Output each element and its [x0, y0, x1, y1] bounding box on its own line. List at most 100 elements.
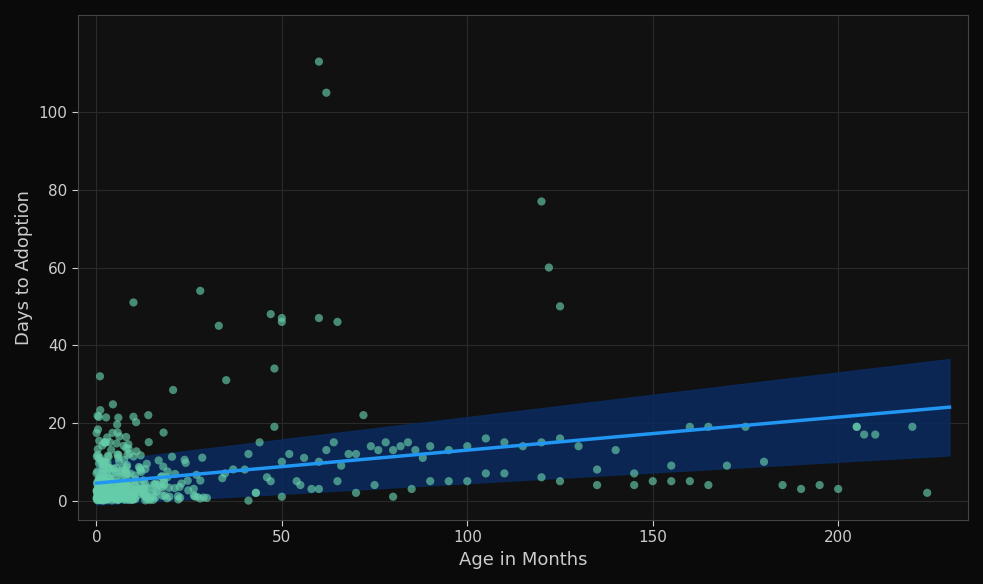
Point: [178, 458, 194, 468]
Point: [112, 479, 128, 488]
Point: [98, 481, 114, 491]
Point: [101, 488, 117, 497]
Point: [99, 492, 115, 501]
Point: [154, 472, 170, 481]
Point: [645, 477, 661, 486]
Point: [127, 481, 143, 490]
Point: [415, 453, 431, 463]
Point: [311, 314, 326, 323]
Point: [133, 485, 148, 494]
Point: [98, 494, 114, 503]
Point: [186, 491, 202, 500]
Point: [664, 461, 679, 470]
Point: [385, 446, 401, 455]
Point: [106, 488, 122, 497]
Point: [91, 486, 107, 496]
Point: [293, 481, 309, 490]
Point: [96, 492, 112, 502]
Point: [124, 495, 140, 504]
Point: [408, 446, 424, 455]
Point: [109, 439, 125, 448]
Point: [103, 445, 119, 454]
Point: [404, 484, 420, 493]
Point: [111, 484, 127, 493]
Point: [459, 442, 475, 451]
Point: [187, 492, 202, 501]
Point: [106, 464, 122, 474]
Point: [94, 457, 110, 466]
Point: [120, 450, 136, 460]
Point: [89, 478, 105, 487]
Point: [329, 477, 345, 486]
Point: [172, 493, 188, 502]
Point: [114, 482, 130, 492]
Point: [116, 488, 132, 498]
Point: [274, 457, 290, 467]
Point: [217, 469, 233, 478]
Point: [94, 493, 110, 503]
Point: [181, 486, 197, 495]
Point: [98, 495, 114, 504]
Point: [112, 472, 128, 482]
Point: [127, 485, 143, 494]
Point: [110, 489, 126, 499]
Point: [98, 493, 114, 503]
Point: [148, 487, 164, 496]
Point: [196, 493, 211, 502]
Point: [111, 481, 127, 491]
Point: [97, 483, 113, 492]
Point: [142, 484, 157, 493]
Point: [90, 493, 106, 503]
Point: [92, 494, 108, 503]
Point: [199, 493, 214, 503]
Point: [122, 449, 138, 458]
Point: [125, 489, 141, 499]
Point: [93, 492, 109, 501]
Point: [105, 491, 121, 500]
Point: [136, 484, 151, 493]
Point: [141, 411, 156, 420]
Point: [102, 477, 118, 486]
Point: [326, 437, 342, 447]
Point: [193, 476, 208, 485]
Point: [94, 482, 110, 492]
Point: [193, 286, 208, 296]
Point: [100, 472, 116, 482]
Point: [125, 495, 141, 505]
Point: [97, 488, 113, 497]
Point: [137, 488, 152, 498]
Point: [129, 485, 145, 494]
Point: [274, 492, 290, 502]
Point: [367, 481, 382, 490]
Point: [103, 490, 119, 499]
Point: [125, 489, 141, 499]
Point: [102, 482, 118, 491]
Point: [329, 317, 345, 326]
Point: [93, 476, 109, 485]
Point: [101, 463, 117, 472]
Point: [150, 456, 166, 465]
Point: [125, 495, 141, 504]
Point: [110, 494, 126, 503]
Point: [92, 474, 108, 484]
Point: [119, 482, 135, 491]
Point: [105, 399, 121, 409]
Point: [89, 480, 105, 489]
Point: [89, 496, 105, 505]
Point: [333, 461, 349, 470]
Point: [143, 495, 158, 505]
Point: [296, 453, 312, 463]
Point: [121, 495, 137, 505]
Point: [110, 495, 126, 505]
Point: [400, 437, 416, 447]
Point: [266, 422, 282, 432]
Point: [90, 495, 106, 505]
Point: [812, 481, 828, 490]
Point: [94, 486, 110, 496]
Point: [116, 492, 132, 502]
Point: [111, 432, 127, 441]
Point: [103, 493, 119, 503]
Point: [155, 462, 171, 471]
Point: [88, 486, 104, 495]
Point: [225, 465, 241, 474]
